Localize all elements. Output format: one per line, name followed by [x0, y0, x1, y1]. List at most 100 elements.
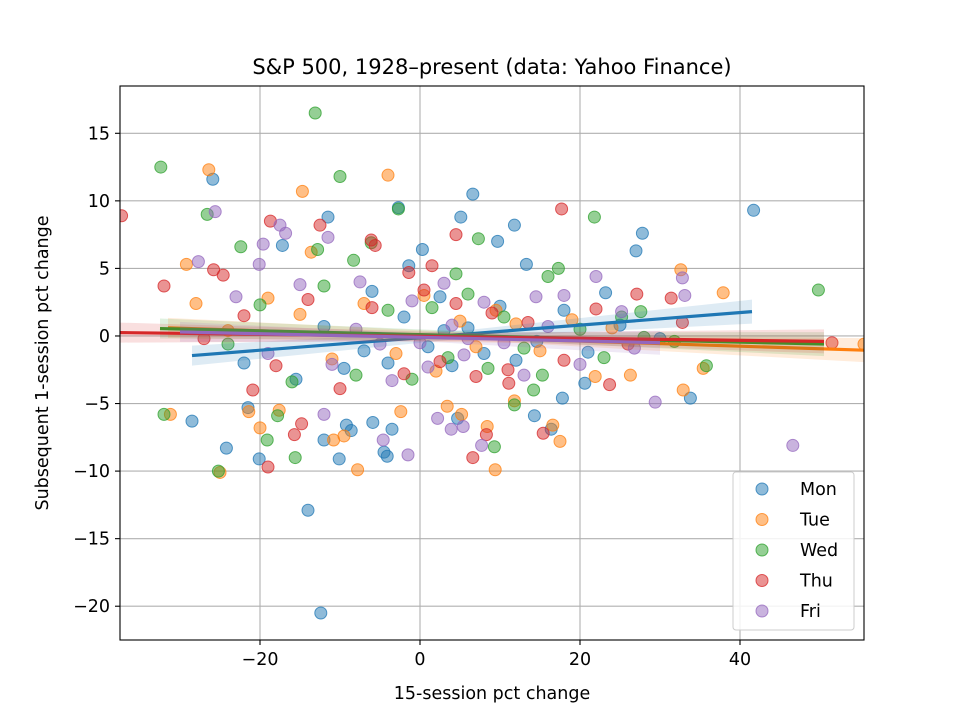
x-tick-label: 20 [569, 650, 591, 670]
data-point [216, 268, 230, 282]
data-point [397, 367, 411, 381]
legend-item-tue: Tue [755, 511, 830, 531]
data-point [491, 234, 505, 248]
data-point [301, 503, 315, 517]
legend: Mon Tue Wed Thu Fri [732, 471, 855, 631]
axis-ticks: −20 0 20 40 −20 −15 −10 −5 0 5 10 15 [73, 124, 751, 670]
data-point [202, 163, 216, 177]
data-point [623, 368, 637, 382]
data-point [253, 421, 267, 435]
data-point [389, 347, 403, 361]
data-point [664, 291, 678, 305]
data-point [588, 370, 602, 384]
data-point [415, 242, 429, 256]
data-point [449, 228, 463, 242]
y-tick-label: 0 [99, 327, 110, 347]
data-point [716, 286, 730, 300]
y-axis-label: Subsequent 1-session pct change [33, 215, 53, 510]
data-point [219, 441, 233, 455]
data-point [507, 218, 521, 232]
data-point [477, 295, 491, 309]
data-point [402, 265, 416, 279]
data-point [449, 297, 463, 311]
data-point [433, 290, 447, 304]
data-point [517, 341, 531, 355]
data-point [333, 170, 347, 184]
data-point [597, 351, 611, 365]
data-point [527, 409, 541, 423]
data-point [425, 259, 439, 273]
legend-marker [755, 543, 769, 557]
data-point [555, 202, 569, 216]
legend-item-wed: Wed [755, 541, 838, 561]
data-point [546, 418, 560, 432]
y-tick-label: −5 [84, 395, 110, 415]
data-point [154, 160, 168, 174]
data-point [507, 398, 521, 412]
x-tick-label: 0 [414, 650, 425, 670]
data-point [311, 242, 325, 256]
data-point [635, 226, 649, 240]
data-point [381, 168, 395, 182]
data-point [287, 428, 301, 442]
y-tick-label: 10 [88, 192, 110, 212]
data-point [461, 287, 475, 301]
data-point [256, 237, 270, 251]
data-point [347, 253, 361, 267]
data-point [381, 303, 395, 317]
legend-marker [755, 482, 769, 496]
data-point [455, 407, 469, 421]
data-point [157, 407, 171, 421]
series-mon [185, 172, 761, 620]
data-point [457, 348, 471, 362]
data-point [179, 257, 193, 271]
data-point [589, 302, 603, 316]
data-point [385, 422, 399, 436]
series-fri [191, 205, 800, 462]
data-point [533, 344, 547, 358]
data-point [747, 203, 761, 217]
data-point [260, 433, 274, 447]
data-point [391, 202, 405, 216]
data-point [405, 294, 419, 308]
data-point [252, 452, 266, 466]
data-point [437, 276, 451, 290]
data-point [431, 411, 445, 425]
data-point [295, 184, 309, 198]
legend-label: Thu [799, 572, 833, 592]
data-point [553, 434, 567, 448]
data-point [587, 210, 601, 224]
x-tick-label: −20 [242, 650, 279, 670]
data-point [603, 378, 617, 392]
data-point [253, 298, 267, 312]
data-point [308, 106, 322, 120]
data-point [811, 283, 825, 297]
data-point [261, 460, 275, 474]
data-point [630, 287, 644, 301]
data-point [285, 375, 299, 389]
regression-line [179, 330, 661, 345]
data-point [237, 356, 251, 370]
data-point [353, 275, 367, 289]
legend-marker [755, 513, 769, 526]
data-point [365, 301, 379, 315]
data-point [288, 451, 302, 465]
data-point [479, 428, 493, 442]
plot-frame [119, 85, 865, 641]
regression-lines [120, 299, 864, 366]
data-point [440, 399, 454, 413]
data-point [497, 310, 511, 324]
data-point [275, 238, 289, 252]
data-point [252, 257, 266, 271]
data-point [487, 440, 501, 454]
data-point [454, 210, 468, 224]
x-tick-label: 40 [729, 650, 751, 670]
data-point [401, 448, 415, 462]
data-point [301, 292, 315, 306]
data-point [332, 452, 346, 466]
data-point [541, 270, 555, 284]
y-tick-label: −10 [73, 462, 110, 482]
y-tick-label: −20 [73, 597, 110, 617]
data-point [368, 238, 382, 252]
legend-label: Fri [800, 602, 821, 622]
